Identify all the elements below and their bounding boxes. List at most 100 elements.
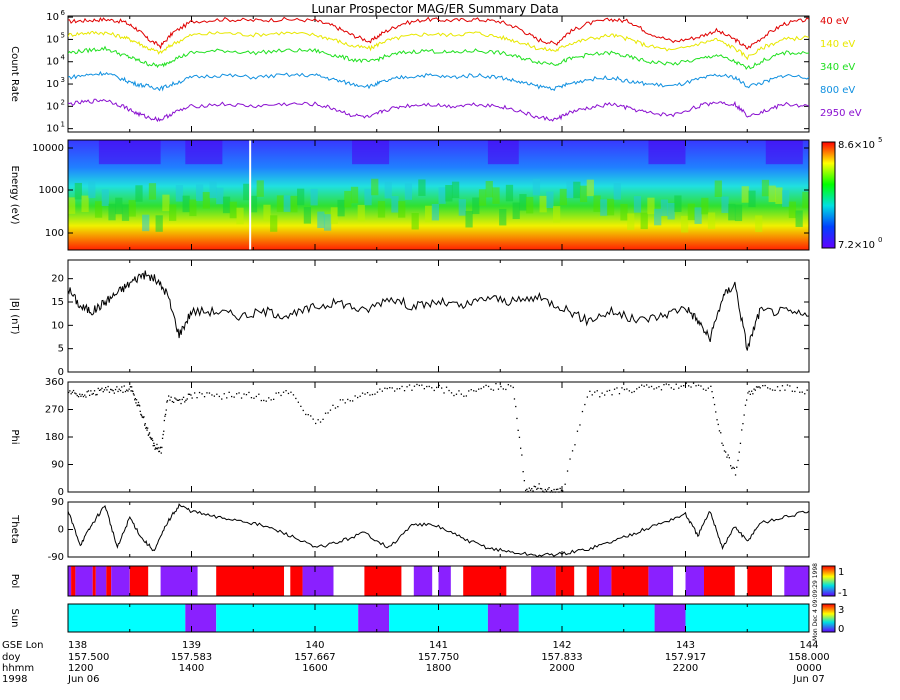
phi-point bbox=[155, 447, 157, 450]
strip-segment bbox=[704, 566, 723, 596]
phi-point bbox=[660, 389, 663, 391]
strip-segment bbox=[68, 566, 72, 596]
strip-segment bbox=[106, 566, 112, 596]
phi-ylabel: Phi bbox=[9, 429, 20, 444]
sun-panel-colorbar-bottom: 0 bbox=[838, 624, 844, 635]
spectrogram-column bbox=[681, 215, 689, 233]
phi-point bbox=[725, 451, 727, 453]
phi-point bbox=[137, 401, 140, 404]
magnetic-field-ytick: 15 bbox=[51, 297, 64, 308]
spectrogram-column bbox=[613, 183, 621, 200]
phi-point bbox=[196, 397, 198, 399]
phi-point bbox=[161, 437, 164, 439]
spectrogram-column bbox=[202, 192, 210, 209]
spectrogram-column bbox=[734, 204, 743, 222]
phi-point bbox=[260, 399, 262, 402]
phi-point bbox=[558, 491, 560, 493]
spectrogram-column bbox=[519, 194, 527, 211]
phi-point bbox=[394, 390, 396, 392]
spectrogram-column bbox=[782, 190, 790, 207]
phi-point bbox=[500, 385, 502, 388]
strip-segment bbox=[685, 566, 704, 596]
strip-segment bbox=[432, 566, 439, 596]
phi-point bbox=[697, 384, 700, 386]
spectrogram-column bbox=[674, 195, 682, 212]
phi-point bbox=[292, 394, 295, 396]
phi-point bbox=[359, 395, 361, 397]
phi-point bbox=[560, 489, 563, 492]
phi-point bbox=[97, 387, 99, 390]
phi-point bbox=[604, 394, 606, 396]
pol-panel-colorbar-bottom: -1 bbox=[838, 588, 848, 599]
phi-point bbox=[545, 490, 548, 492]
gse-lon-label: 141 bbox=[429, 640, 448, 651]
phi-point bbox=[300, 405, 302, 407]
phi-point bbox=[90, 390, 92, 392]
phi-point bbox=[566, 470, 569, 472]
phi-point bbox=[518, 436, 521, 438]
phi-point bbox=[728, 457, 730, 459]
spectrogram-column bbox=[263, 204, 271, 222]
phi-point bbox=[68, 391, 70, 394]
phi-point bbox=[189, 393, 191, 395]
spectrogram-column bbox=[559, 188, 567, 206]
theta-ytick: 90 bbox=[51, 497, 64, 508]
theta-ytick: 0 bbox=[58, 525, 64, 536]
phi-point bbox=[710, 385, 712, 387]
phi-point bbox=[108, 391, 111, 393]
phi-point bbox=[243, 393, 245, 395]
colorbar-min-exponent: 0 bbox=[878, 236, 882, 244]
phi-point bbox=[525, 489, 527, 492]
phi-point bbox=[164, 415, 166, 417]
legend-label: 340 eV bbox=[820, 62, 855, 73]
spectrogram-high-energy-band bbox=[98, 140, 161, 165]
phi-point bbox=[781, 385, 784, 387]
spectrogram-column bbox=[795, 210, 803, 227]
pol-panel-colorbar-top: 1 bbox=[838, 567, 844, 578]
phi-point bbox=[601, 392, 603, 394]
phi-point bbox=[213, 395, 215, 397]
spectrogram-column bbox=[310, 188, 318, 206]
spectrogram-column bbox=[445, 184, 453, 202]
phi-point bbox=[648, 386, 650, 388]
phi-point bbox=[354, 395, 356, 397]
count-rate-ytick: 10 bbox=[46, 101, 59, 112]
phi-point bbox=[441, 387, 443, 389]
phi-point bbox=[138, 404, 140, 406]
phi-point bbox=[110, 388, 112, 391]
phi-point bbox=[258, 393, 260, 395]
strip-segment bbox=[401, 566, 414, 596]
figure-title: Lunar Prospector MAG/ER Summary Data bbox=[311, 2, 558, 16]
phi-point bbox=[106, 389, 108, 391]
spectrogram-column bbox=[425, 205, 433, 223]
spectrogram-column bbox=[755, 215, 763, 232]
spectrogram-column bbox=[593, 195, 601, 212]
phi-point bbox=[142, 416, 144, 419]
phi-point bbox=[268, 397, 270, 399]
phi-point bbox=[720, 432, 722, 434]
magnetic-field-line-group bbox=[68, 270, 809, 351]
spectrogram-column bbox=[431, 203, 439, 221]
phi-point bbox=[399, 388, 401, 390]
count-rate-ytick: 10 bbox=[46, 34, 59, 45]
doy-label: 157.917 bbox=[665, 652, 706, 663]
energy-ytick: 1000 bbox=[39, 185, 64, 196]
y-tick-exponent: 2 bbox=[61, 98, 65, 106]
spectrogram-column bbox=[573, 181, 581, 199]
strip-segment bbox=[302, 566, 334, 596]
phi-point bbox=[98, 389, 101, 391]
spectrogram-column bbox=[290, 195, 298, 213]
time-axis-row-label: GSE Lon bbox=[2, 640, 43, 651]
phi-point bbox=[616, 387, 618, 389]
phi-point bbox=[711, 391, 713, 393]
phi-point bbox=[379, 388, 381, 390]
series-line bbox=[68, 16, 809, 50]
phi-point bbox=[290, 391, 292, 393]
spectrogram-column bbox=[526, 196, 534, 214]
spectrogram-column bbox=[323, 214, 332, 231]
phi-point bbox=[129, 386, 132, 388]
phi-point bbox=[727, 454, 729, 456]
phi-point bbox=[173, 401, 175, 403]
phi-point bbox=[374, 393, 376, 395]
phi-point bbox=[101, 387, 103, 389]
